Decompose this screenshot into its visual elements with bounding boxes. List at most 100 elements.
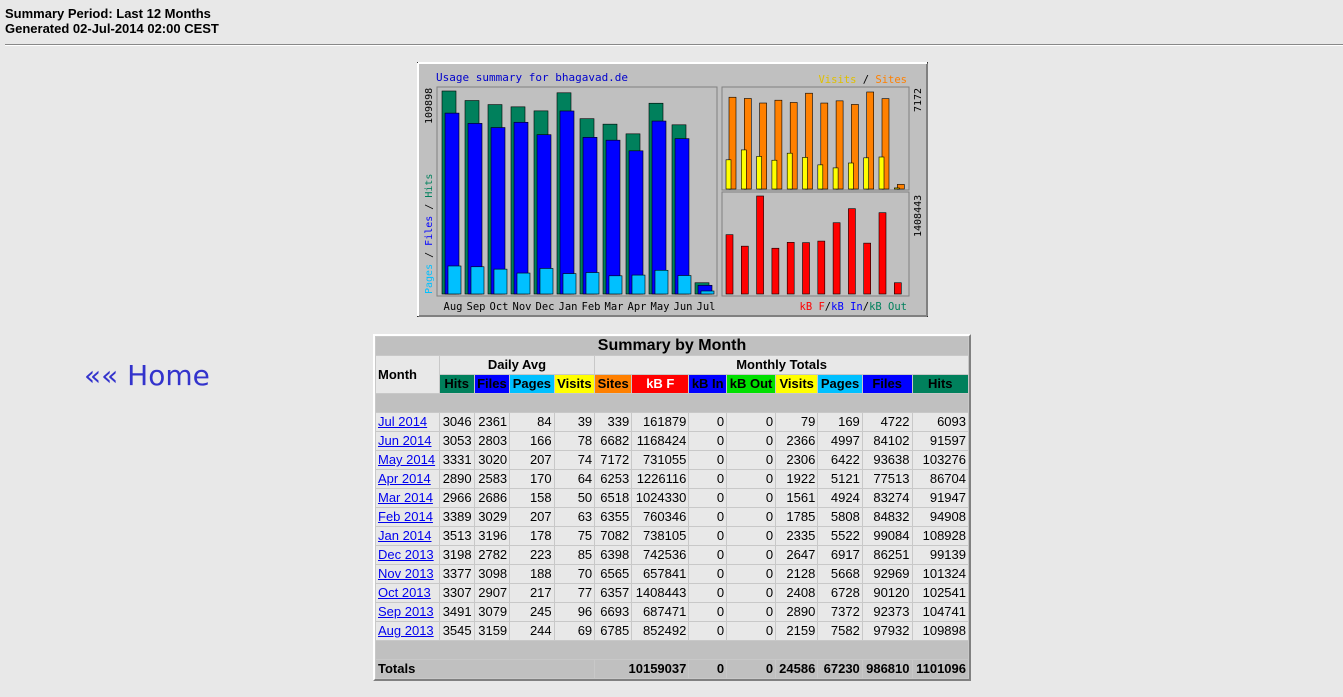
value-cell: 339 xyxy=(595,413,632,431)
pages-bar xyxy=(677,275,692,295)
month-link[interactable]: Aug 2013 xyxy=(378,623,434,638)
pages-bar xyxy=(539,268,554,295)
month-link[interactable]: Jul 2014 xyxy=(378,414,428,429)
value-cell: 5522 xyxy=(818,527,862,545)
pages-bar xyxy=(631,274,646,295)
totals-cell: 67230 xyxy=(818,660,862,678)
value-cell: 0 xyxy=(689,527,727,545)
value-cell: 78 xyxy=(554,432,595,450)
value-cell: 104741 xyxy=(912,603,968,621)
value-cell: 166 xyxy=(510,432,554,450)
value-cell: 91947 xyxy=(912,489,968,507)
table-row: Oct 2013 3307 2907 217 77 6357 1408443 0 0 2408 67… xyxy=(376,584,968,602)
value-cell: 109898 xyxy=(912,622,968,640)
value-cell: 6565 xyxy=(595,565,632,583)
value-cell: 6785 xyxy=(595,622,632,640)
value-cell: 158 xyxy=(510,489,554,507)
value-cell: 4722 xyxy=(862,413,912,431)
value-cell: 1024330 xyxy=(632,489,689,507)
value-cell: 6357 xyxy=(595,584,632,602)
month-link[interactable]: Nov 2013 xyxy=(378,566,434,581)
month-cell: Jun 2014 xyxy=(376,432,439,450)
month-header: Month xyxy=(376,356,439,393)
month-tick-label: Nov xyxy=(513,301,532,313)
sites-bar xyxy=(881,98,890,190)
summary-period: Summary Period: Last 12 Months xyxy=(5,6,211,21)
value-cell: 2583 xyxy=(474,470,510,488)
value-cell: 1785 xyxy=(776,508,818,526)
month-cell: Aug 2013 xyxy=(376,622,439,640)
month-link[interactable]: May 2014 xyxy=(378,452,436,467)
value-cell: 79 xyxy=(776,413,818,431)
kbytes-panel xyxy=(721,191,910,297)
value-cell: 99139 xyxy=(912,546,968,564)
month-link[interactable]: Jun 2014 xyxy=(378,433,432,448)
table-row: Jun 2014 3053 2803 166 78 6682 1168424 0 0 2366 49… xyxy=(376,432,968,450)
value-cell: 0 xyxy=(727,413,776,431)
sites-bar xyxy=(820,102,829,190)
visits-bar xyxy=(848,162,854,190)
month-link[interactable]: Jan 2014 xyxy=(378,528,432,543)
kbf-bar xyxy=(725,234,734,295)
kbf-bar xyxy=(893,282,902,295)
value-cell: 1408443 xyxy=(632,584,689,602)
sites-bar xyxy=(728,96,737,190)
visits-bar xyxy=(832,167,839,190)
left-axis-legend: Pages / Files / Hits xyxy=(424,174,435,294)
value-cell: 75 xyxy=(554,527,595,545)
value-cell: 93638 xyxy=(862,451,912,469)
files-bar xyxy=(582,137,598,295)
monthly-pages-header: Pages xyxy=(818,375,862,393)
value-cell: 6253 xyxy=(595,470,632,488)
value-cell: 188 xyxy=(510,565,554,583)
kbytes-legend: kB F/kB In/kB Out xyxy=(800,301,908,313)
kbf-bar xyxy=(802,242,810,295)
month-link[interactable]: Dec 2013 xyxy=(378,547,434,562)
visits-axis-max: 7172 xyxy=(913,88,924,112)
daily-visits-header: Visits xyxy=(554,375,595,393)
totals-cell: Totals xyxy=(376,660,595,678)
files-bar xyxy=(605,139,621,295)
month-cell: Jan 2014 xyxy=(376,527,439,545)
value-cell: 0 xyxy=(689,470,727,488)
month-link[interactable]: Sep 2013 xyxy=(378,604,434,619)
home-link[interactable]: «« Home xyxy=(84,359,210,392)
value-cell: 77513 xyxy=(862,470,912,488)
month-tick-label: Mar xyxy=(605,301,624,313)
visits-panel xyxy=(721,86,910,191)
value-cell: 74 xyxy=(554,451,595,469)
month-link[interactable]: Apr 2014 xyxy=(378,471,431,486)
value-cell: 1922 xyxy=(776,470,818,488)
value-cell: 50 xyxy=(554,489,595,507)
monthly-kb-f-header: kB F xyxy=(632,375,689,393)
daily-files-header: Files xyxy=(474,375,510,393)
value-cell: 6682 xyxy=(595,432,632,450)
value-cell: 0 xyxy=(727,432,776,450)
value-cell: 0 xyxy=(689,603,727,621)
month-link[interactable]: Oct 2013 xyxy=(378,585,431,600)
sites-bar xyxy=(774,99,783,190)
month-link[interactable]: Mar 2014 xyxy=(378,490,433,505)
value-cell: 4924 xyxy=(818,489,862,507)
value-cell: 0 xyxy=(727,470,776,488)
monthly-sites-header: Sites xyxy=(595,375,632,393)
value-cell: 5121 xyxy=(818,470,862,488)
value-cell: 742536 xyxy=(632,546,689,564)
files-bar xyxy=(674,138,690,295)
month-tick-label: Aug xyxy=(444,301,463,313)
generated-date: Generated 02-Jul-2014 02:00 CEST xyxy=(5,21,219,36)
value-cell: 63 xyxy=(554,508,595,526)
value-cell: 687471 xyxy=(632,603,689,621)
value-cell: 207 xyxy=(510,508,554,526)
value-cell: 852492 xyxy=(632,622,689,640)
totals-cell: 986810 xyxy=(862,660,912,678)
value-cell: 103276 xyxy=(912,451,968,469)
value-cell: 3545 xyxy=(439,622,474,640)
month-link[interactable]: Feb 2014 xyxy=(378,509,433,524)
value-cell: 0 xyxy=(689,413,727,431)
value-cell: 3389 xyxy=(439,508,474,526)
value-cell: 85 xyxy=(554,546,595,564)
table-row: Nov 2013 3377 3098 188 70 6565 657841 0 0 2128 566… xyxy=(376,565,968,583)
value-cell: 6355 xyxy=(595,508,632,526)
month-cell: Dec 2013 xyxy=(376,546,439,564)
